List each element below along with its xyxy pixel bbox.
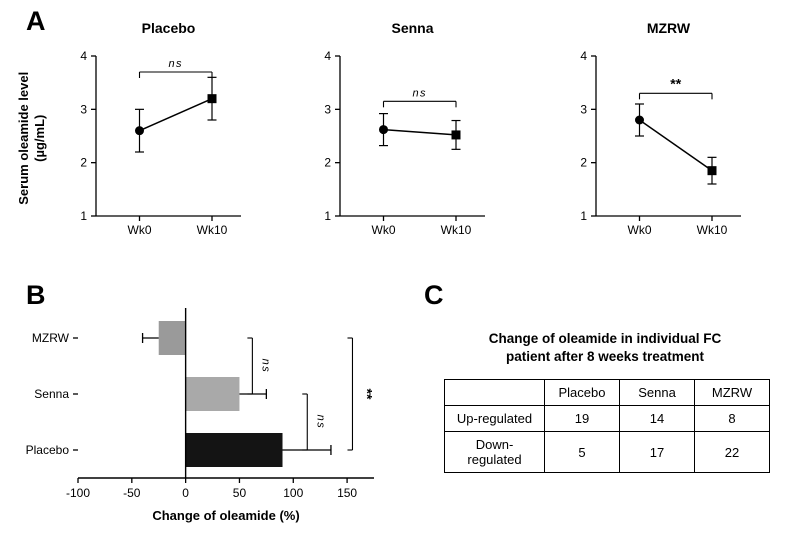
svg-text:1: 1 — [80, 209, 87, 223]
line-panel-senna: Senna 1 2 3 4 Wk0 Wk10 ns — [300, 20, 495, 262]
svg-text:ns: ns — [314, 415, 326, 430]
svg-text:ns: ns — [168, 58, 183, 70]
row-label-downregulated: Down-regulated — [444, 431, 545, 474]
svg-text:Wk10: Wk10 — [441, 223, 472, 237]
svg-text:3: 3 — [80, 102, 87, 116]
svg-text:1: 1 — [324, 209, 331, 223]
row-label-upregulated: Up-regulated — [444, 405, 545, 433]
svg-text:4: 4 — [80, 49, 87, 63]
svg-text:0: 0 — [182, 486, 189, 500]
cell-upregulated-placebo: 19 — [544, 405, 620, 433]
subplot-title-placebo: Placebo — [141, 20, 196, 36]
table-title: Change of oleamide in individual FC pati… — [440, 330, 770, 365]
svg-text:4: 4 — [580, 49, 587, 63]
line-panel-placebo: Placebo 1 2 3 4 Wk0 Wk10 ns — [56, 20, 251, 262]
svg-text:**: ** — [670, 75, 681, 91]
svg-text:Wk0: Wk0 — [628, 223, 652, 237]
table-header-placebo: Placebo — [544, 379, 620, 407]
bar-chart-change-of-oleamide: -100 -50 0 50 100 150 MZRW Senna Placebo ns ns ** — [26, 308, 375, 500]
svg-text:2: 2 — [580, 156, 587, 170]
svg-text:Wk0: Wk0 — [128, 223, 152, 237]
svg-text:Wk0: Wk0 — [372, 223, 396, 237]
cell-downregulated-mzrw: 22 — [694, 431, 770, 474]
cell-downregulated-placebo: 5 — [544, 431, 620, 474]
panel-c-label: C — [424, 280, 444, 310]
svg-text:ns: ns — [259, 359, 271, 374]
svg-text:MZRW: MZRW — [32, 331, 70, 345]
svg-text:50: 50 — [233, 486, 247, 500]
cell-upregulated-mzrw: 8 — [694, 405, 770, 433]
subplot-title-mzrw: MZRW — [646, 20, 691, 36]
table-row-upregulated: Up-regulated 19 14 8 — [444, 405, 770, 433]
table-header-row: Placebo Senna MZRW — [444, 379, 770, 407]
panel-b-label: B — [26, 280, 46, 310]
cell-downregulated-senna: 17 — [619, 431, 695, 474]
cell-upregulated-senna: 14 — [619, 405, 695, 433]
svg-text:2: 2 — [80, 156, 87, 170]
y-axis-label-line2: (µg/mL) — [32, 114, 47, 162]
change-table: Placebo Senna MZRW Up-regulated 19 14 8 … — [444, 379, 770, 474]
table-row-downregulated: Down-regulated 5 17 22 — [444, 431, 770, 474]
line-chart-mzrw: 1 2 3 4 Wk0 Wk10 ** — [580, 49, 741, 237]
svg-text:-100: -100 — [66, 486, 90, 500]
table-header-senna: Senna — [619, 379, 695, 407]
bar-panel-change: -100 -50 0 50 100 150 MZRW Senna Placebo ns ns ** C… — [22, 300, 402, 523]
svg-text:Wk10: Wk10 — [197, 223, 228, 237]
line-chart-placebo: 1 2 3 4 Wk0 Wk10 ns — [80, 49, 241, 237]
table-title-line1: Change of oleamide in individual FC — [488, 331, 722, 346]
table-title-line2: patient after 8 weeks treatment — [505, 348, 705, 364]
svg-text:-50: -50 — [123, 486, 141, 500]
svg-text:150: 150 — [337, 486, 357, 500]
svg-text:3: 3 — [324, 102, 331, 116]
svg-text:Senna: Senna — [34, 387, 69, 401]
svg-text:Placebo: Placebo — [26, 443, 70, 457]
panel-a-label: A — [26, 6, 46, 36]
svg-text:2: 2 — [324, 156, 331, 170]
table-header-blank — [444, 379, 545, 407]
line-chart-senna: 1 2 3 4 Wk0 Wk10 ns — [324, 49, 485, 237]
table-panel: Change of oleamide in individual FC pati… — [440, 330, 770, 474]
line-panel-mzrw: MZRW 1 2 3 4 Wk0 Wk10 ** — [556, 20, 751, 262]
svg-text:4: 4 — [324, 49, 331, 63]
bar-chart-x-axis-label: Change of oleamide (%) — [152, 508, 300, 523]
svg-text:100: 100 — [283, 486, 303, 500]
y-axis-label-line1: Serum oleamide level — [15, 71, 31, 205]
y-axis-label: Serum oleamide level (µg/mL) — [16, 38, 49, 238]
table-header-mzrw: MZRW — [694, 379, 770, 407]
svg-text:3: 3 — [580, 102, 587, 116]
svg-text:Wk10: Wk10 — [697, 223, 728, 237]
subplot-title-senna: Senna — [391, 20, 434, 36]
svg-text:**: ** — [359, 389, 375, 400]
svg-text:ns: ns — [412, 87, 427, 99]
svg-text:1: 1 — [580, 209, 587, 223]
